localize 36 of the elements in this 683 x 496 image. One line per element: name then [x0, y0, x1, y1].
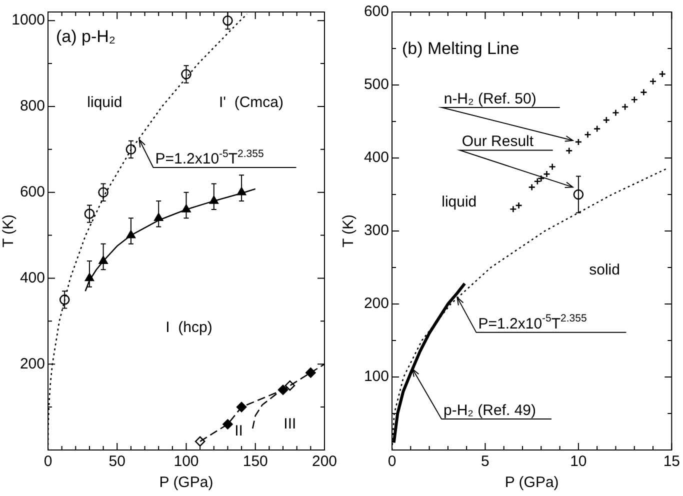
y-tick-label: 800: [20, 98, 45, 115]
y-tick-label: 300: [364, 222, 389, 240]
y-tick-label: 200: [20, 355, 45, 372]
x-axis-title: P (GPa): [504, 474, 559, 492]
y-tick-label: 400: [20, 269, 45, 286]
annotation: liquid: [87, 94, 122, 112]
y-tick-label: 100: [364, 368, 389, 386]
x-tick-label: 5: [481, 453, 490, 470]
x-tick-label: 10: [570, 453, 587, 470]
y-tick-label: 600: [364, 3, 389, 20]
y-tick-label: 400: [364, 149, 389, 166]
x-tick-label: 150: [242, 453, 268, 470]
text: (a) p-H₂: [56, 27, 116, 46]
annotation: III: [284, 416, 296, 433]
x-axis-title: P (GPa): [159, 474, 214, 492]
annotation: n-H₂ (Ref. 50): [444, 90, 536, 108]
x-tick-label: 0: [388, 453, 396, 470]
annotation: II: [234, 422, 243, 440]
x-tick-label: 200: [312, 453, 337, 470]
x-tick-label: 50: [108, 453, 126, 470]
text: (b) Melting Line: [402, 39, 520, 58]
x-tick-label: 100: [174, 453, 199, 470]
annotation: I' (Cmca): [218, 94, 284, 112]
x-tick-label: 0: [44, 453, 52, 470]
x-tick-label: 15: [663, 453, 680, 470]
annotation: solid: [589, 262, 620, 279]
annotation: Our Result: [462, 133, 534, 150]
annotation: liquid: [442, 194, 477, 211]
y-axis-title: T (K): [340, 214, 358, 248]
y-tick-label: 1000: [12, 12, 45, 29]
annotation: p-H₂ (Ref. 49): [444, 402, 536, 419]
y-tick-label: 500: [364, 76, 389, 94]
y-tick-label: 600: [20, 183, 45, 200]
annotation: I (hcp): [166, 318, 212, 336]
y-axis-title: T (K): [0, 214, 18, 248]
y-tick-label: 200: [364, 295, 389, 312]
